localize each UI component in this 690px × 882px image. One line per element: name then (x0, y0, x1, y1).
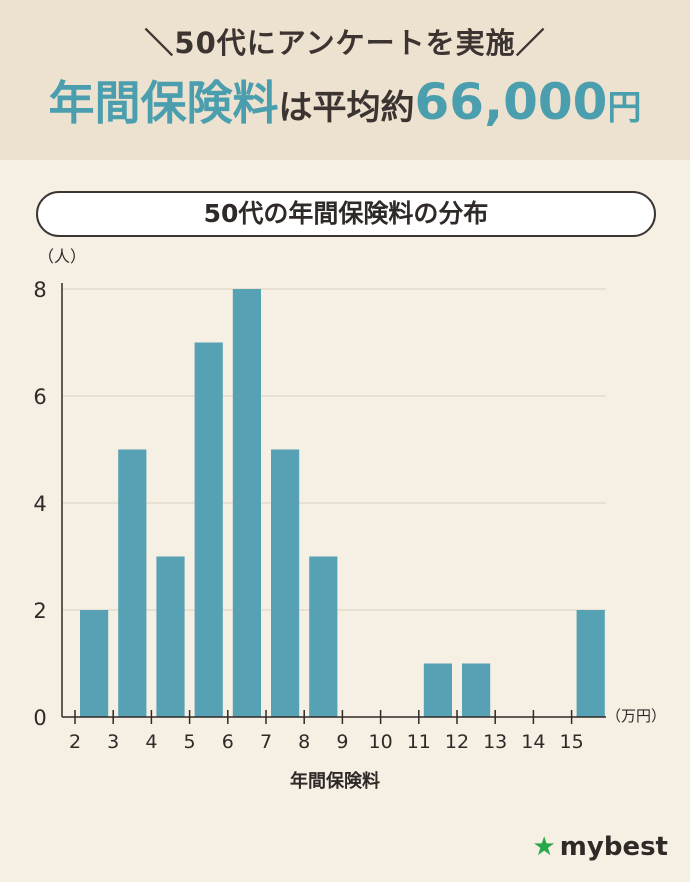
histogram-bar (156, 556, 185, 717)
headline-connector: は平均約 (278, 88, 415, 128)
x-tick-label: 4 (145, 731, 157, 753)
x-tick-label: 13 (483, 731, 507, 753)
y-tick-label: 0 (33, 706, 46, 730)
histogram-bar (194, 342, 223, 717)
x-tick-label: 6 (222, 731, 234, 753)
x-tick-label: 8 (298, 731, 310, 753)
y-tick-label: 8 (33, 278, 46, 302)
histogram-bar (309, 556, 338, 717)
x-axis-title: 年間保険料 (290, 770, 380, 792)
y-axis-unit: （人） (38, 247, 86, 266)
x-tick-label: 2 (69, 731, 81, 753)
brand-logo: ★ mybest (532, 832, 668, 862)
y-tick-label: 6 (33, 385, 46, 409)
x-axis-unit: （万円） (606, 707, 666, 725)
x-tick-label: 5 (184, 731, 196, 753)
x-tick-label: 3 (107, 731, 119, 753)
histogram-bar (118, 449, 147, 717)
headline-amount: 66,000 (414, 73, 608, 131)
survey-caption: ＼50代にアンケートを実施／ (144, 26, 546, 60)
header-banner: ＼50代にアンケートを実施／ 年間保険料は平均約66,000円 (0, 0, 690, 160)
y-tick-label: 2 (33, 599, 46, 623)
chart-title: 50代の年間保険料の分布 (36, 191, 656, 237)
x-tick-label: 12 (445, 731, 469, 753)
headline: 年間保険料は平均約66,000円 (0, 72, 690, 144)
x-tick-label: 10 (369, 731, 393, 753)
histogram-bar (576, 610, 605, 717)
histogram-bar (232, 289, 261, 717)
y-tick-label: 4 (33, 492, 46, 516)
headline-subject: 年間保険料 (48, 76, 279, 130)
x-tick-label: 9 (336, 731, 348, 753)
histogram-bar (462, 663, 491, 717)
x-tick-label: 14 (521, 731, 545, 753)
brand-name: mybest (559, 832, 668, 862)
histogram-bar (80, 610, 109, 717)
star-icon: ★ (532, 832, 556, 862)
histogram-bar (271, 449, 300, 717)
headline-unit: 円 (607, 88, 642, 128)
x-tick-label: 7 (260, 731, 272, 753)
x-tick-label: 11 (407, 731, 431, 753)
x-tick-label: 15 (560, 731, 584, 753)
histogram-bar (423, 663, 452, 717)
